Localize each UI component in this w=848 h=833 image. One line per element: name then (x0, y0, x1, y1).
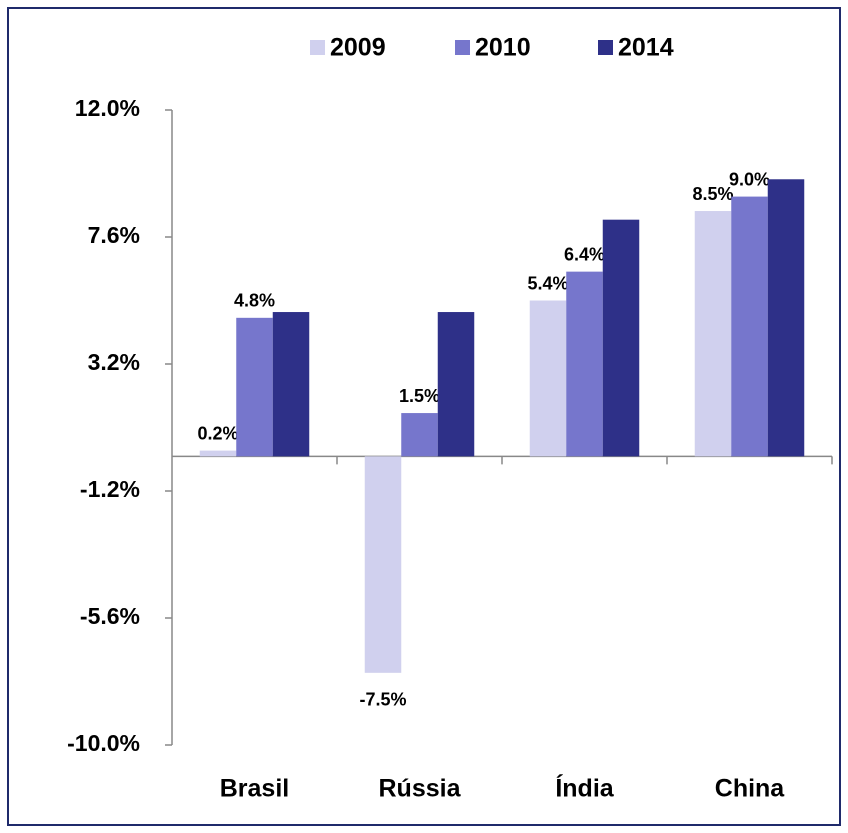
bar (364, 456, 402, 673)
bar (529, 300, 567, 457)
bar (272, 312, 310, 457)
bar (236, 317, 273, 457)
y-tick-label: -5.6% (80, 603, 140, 629)
legend-label: 2009 (330, 34, 386, 62)
legend-swatch (598, 40, 613, 55)
data-label: 4.8% (234, 291, 275, 311)
legend-swatch (455, 40, 470, 55)
legend-label: 2010 (475, 34, 531, 62)
legend-label: 2014 (618, 34, 674, 62)
bar (731, 196, 768, 457)
data-label: 1.5% (399, 386, 440, 406)
y-tick-label: 12.0% (75, 95, 140, 121)
x-tick-label: Brasil (220, 775, 289, 803)
bar (694, 211, 732, 457)
bar (566, 271, 603, 457)
bar (602, 219, 640, 457)
bar (767, 179, 805, 457)
bar (401, 413, 438, 457)
y-tick-label: -1.2% (80, 476, 140, 502)
data-label: 0.2% (197, 423, 238, 443)
x-tick-label: Rússia (379, 775, 462, 803)
bar (437, 312, 475, 457)
data-label: 5.4% (527, 273, 568, 293)
legend-swatch (310, 40, 325, 55)
data-label: -7.5% (359, 690, 406, 710)
x-tick-label: Índia (555, 774, 614, 803)
data-label: 8.5% (692, 184, 733, 204)
x-tick-label: China (715, 775, 786, 803)
y-tick-label: -10.0% (67, 730, 140, 756)
data-label: 6.4% (564, 244, 605, 264)
bar (199, 450, 237, 457)
y-tick-label: 7.6% (88, 222, 140, 248)
data-label: 9.0% (729, 169, 770, 189)
y-tick-label: 3.2% (88, 349, 140, 375)
